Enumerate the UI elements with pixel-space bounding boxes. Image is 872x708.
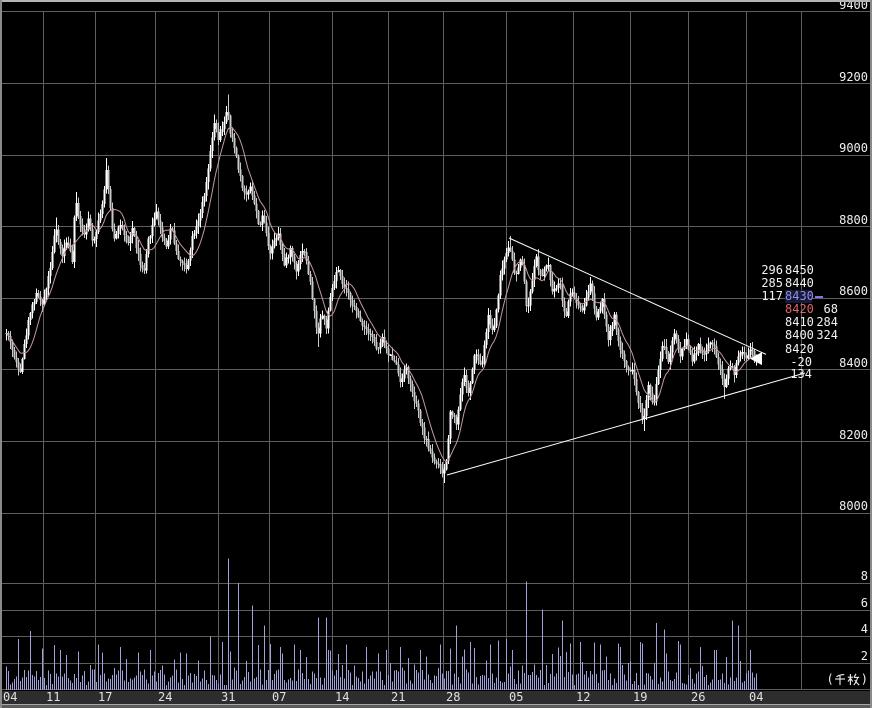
date-axis-label: 17 bbox=[98, 690, 113, 704]
price-change-row: -20 bbox=[750, 356, 840, 369]
quote-row-bid[interactable]: 8400 324 bbox=[750, 329, 840, 342]
window-border-right bbox=[870, 0, 872, 708]
window-border-left bbox=[0, 0, 2, 708]
moving-average-line bbox=[5, 126, 757, 463]
volume-axis-label: 2 bbox=[860, 649, 868, 664]
date-axis-label: 31 bbox=[221, 690, 236, 704]
bid-qty: 324 bbox=[816, 328, 838, 342]
date-axis-label: 28 bbox=[446, 690, 461, 704]
bid-qty: 68 bbox=[823, 302, 838, 316]
date-axis-label: 26 bbox=[691, 690, 706, 704]
quote-board: 296 8450 285 8440 117 8430 8420 68 8410 284 8400 32… bbox=[750, 258, 840, 382]
statusbar bbox=[0, 705, 872, 708]
last-price: 8420 bbox=[785, 342, 814, 356]
quote-row-ask[interactable]: 296 8450 bbox=[750, 264, 840, 277]
quote-row-bid[interactable]: 8420 68 bbox=[750, 303, 840, 316]
ask-price: 8440 bbox=[785, 276, 814, 290]
window-border-top bbox=[0, 0, 872, 2]
price-axis-label: 8600 bbox=[839, 284, 868, 299]
bid-price: 8410 bbox=[785, 315, 814, 329]
volume-axis-label: 4 bbox=[860, 622, 868, 637]
ask-price: 8450 bbox=[785, 263, 814, 277]
price-axis-label: 8200 bbox=[839, 427, 868, 442]
volume-axis-label: 8 bbox=[860, 568, 868, 583]
ask-qty: 117 bbox=[761, 289, 783, 303]
price-axis-label: 9000 bbox=[839, 141, 868, 156]
ask-price: 8430 bbox=[785, 289, 814, 303]
date-axis-label: 12 bbox=[576, 690, 591, 704]
last-qty: 134 bbox=[790, 367, 812, 381]
quote-row-ask[interactable]: 285 8440 bbox=[750, 277, 840, 290]
mai-kanji-glyph bbox=[847, 673, 860, 685]
date-axis-label: 07 bbox=[272, 690, 287, 704]
ask-qty: 285 bbox=[761, 276, 783, 290]
current-price-dash bbox=[815, 296, 823, 298]
last-price-marker bbox=[750, 352, 762, 366]
upper-trendline[interactable] bbox=[508, 237, 767, 355]
lower-trendline[interactable] bbox=[446, 372, 806, 476]
candlestick-series bbox=[5, 94, 758, 484]
price-axis-label: 8400 bbox=[839, 355, 868, 370]
ask-qty: 296 bbox=[761, 263, 783, 277]
sen-kanji-glyph bbox=[835, 673, 846, 685]
price-axis-label: 9400 bbox=[839, 0, 868, 12]
unit-close-paren: ) bbox=[860, 672, 868, 686]
last-qty-row: 134 bbox=[750, 368, 840, 381]
date-axis-label: 11 bbox=[46, 690, 61, 704]
price-axis-label: 9200 bbox=[839, 69, 868, 84]
statusbar-separator bbox=[0, 704, 872, 705]
bid-qty: 284 bbox=[816, 315, 838, 329]
volume-axis-label: 6 bbox=[860, 595, 868, 610]
price-axis-label: 8000 bbox=[839, 499, 868, 514]
gridlines bbox=[2, 11, 870, 690]
price-change: -20 bbox=[790, 355, 812, 369]
date-axis-label: 24 bbox=[158, 690, 173, 704]
unit-open-paren: ( bbox=[826, 672, 834, 686]
price-axis-label: 8800 bbox=[839, 212, 868, 227]
bid-price: 8400 bbox=[785, 328, 814, 342]
last-price-row: 8420 bbox=[750, 343, 840, 356]
date-axis-label: 14 bbox=[335, 690, 350, 704]
date-axis-band bbox=[0, 691, 872, 704]
bid-price: 8420 bbox=[785, 302, 814, 316]
date-axis-label: 04 bbox=[749, 690, 764, 704]
date-axis-label: 04 bbox=[3, 690, 18, 704]
volume-series bbox=[6, 558, 758, 690]
quote-row-ask[interactable]: 117 8430 bbox=[750, 290, 840, 303]
date-axis-label: 19 bbox=[633, 690, 648, 704]
quote-row-bid[interactable]: 8410 284 bbox=[750, 316, 840, 329]
date-axis-label: 21 bbox=[391, 690, 406, 704]
volume-unit-label: ( ) bbox=[827, 672, 868, 686]
date-axis-label: 05 bbox=[509, 690, 524, 704]
